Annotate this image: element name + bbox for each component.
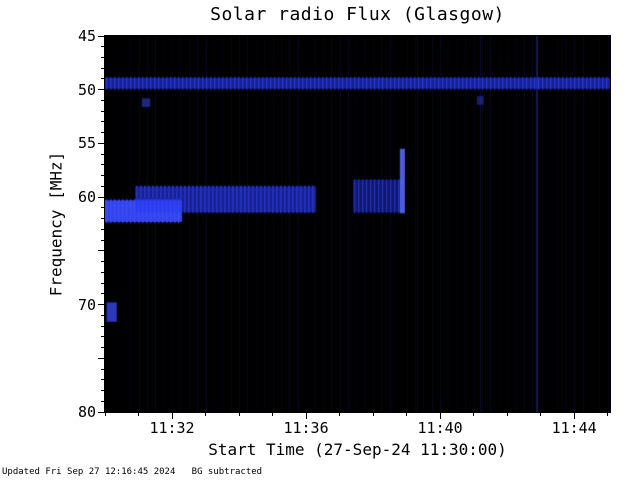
- y-minor-tick: [101, 78, 105, 80]
- y-minor-tick: [101, 164, 105, 166]
- x-minor-tick: [372, 412, 374, 416]
- chart-title: Solar radio Flux (Glasgow): [210, 4, 505, 25]
- x-tick-label: 11:44: [551, 419, 597, 437]
- y-minor-tick: [101, 218, 105, 220]
- x-tick: [573, 412, 575, 419]
- x-minor-tick: [406, 412, 408, 416]
- x-minor-tick: [104, 412, 106, 416]
- x-minor-tick: [272, 412, 274, 416]
- x-minor-tick: [339, 412, 341, 416]
- y-minor-tick: [101, 46, 105, 48]
- update-info: Updated Fri Sep 27 12:16:45 2024 BG subt…: [2, 467, 263, 477]
- y-tick-label: 45: [77, 27, 96, 45]
- x-tick: [171, 412, 173, 419]
- y-tick-label: 80: [77, 403, 96, 421]
- y-tick: [98, 250, 105, 252]
- y-tick-label: 70: [77, 295, 96, 314]
- y-minor-tick: [101, 175, 105, 177]
- y-tick: [98, 304, 105, 306]
- x-tick: [305, 412, 307, 419]
- y-minor-tick: [101, 110, 105, 112]
- y-axis-label: Frequency [MHz]: [46, 151, 66, 297]
- y-tick: [98, 196, 105, 198]
- x-axis-label: Start Time (27-Sep-24 11:30:00): [208, 440, 507, 459]
- y-tick-label: 55: [77, 134, 96, 153]
- x-tick-label: 11:40: [417, 419, 463, 437]
- y-minor-tick: [101, 67, 105, 69]
- y-minor-tick: [101, 121, 105, 123]
- y-tick-label: 60: [77, 188, 96, 207]
- y-minor-tick: [101, 99, 105, 101]
- y-minor-tick: [101, 336, 105, 338]
- y-tick: [98, 89, 105, 91]
- y-tick: [98, 142, 105, 144]
- y-minor-tick: [101, 379, 105, 381]
- x-minor-tick: [138, 412, 139, 416]
- y-minor-tick: [101, 207, 105, 209]
- x-minor-tick: [238, 412, 240, 416]
- y-minor-tick: [101, 261, 105, 263]
- y-minor-tick: [101, 228, 105, 230]
- x-tick-label: 11:36: [283, 419, 329, 437]
- y-minor-tick: [101, 185, 105, 187]
- y-minor-tick: [101, 271, 105, 273]
- x-tick: [439, 412, 441, 419]
- y-minor-tick: [101, 282, 105, 284]
- y-minor-tick: [101, 153, 105, 155]
- y-minor-tick: [101, 132, 105, 134]
- y-minor-tick: [101, 390, 105, 391]
- y-tick: [98, 411, 105, 413]
- y-minor-tick: [101, 325, 105, 327]
- x-minor-tick: [540, 412, 542, 416]
- y-tick: [98, 35, 105, 37]
- spectrogram-canvas: [105, 36, 610, 412]
- y-minor-tick: [101, 56, 105, 58]
- y-minor-tick: [101, 239, 105, 241]
- x-minor-tick: [205, 412, 207, 416]
- x-minor-tick: [473, 412, 475, 416]
- x-minor-tick: [506, 412, 508, 416]
- y-tick-label: 50: [77, 80, 96, 99]
- y-minor-tick: [101, 400, 105, 402]
- y-minor-tick: [101, 347, 105, 349]
- y-minor-tick: [101, 368, 105, 370]
- x-minor-tick: [607, 412, 609, 416]
- x-tick-label: 11:32: [149, 419, 195, 437]
- y-tick: [98, 357, 105, 359]
- y-minor-tick: [101, 293, 105, 295]
- y-minor-tick: [101, 314, 105, 316]
